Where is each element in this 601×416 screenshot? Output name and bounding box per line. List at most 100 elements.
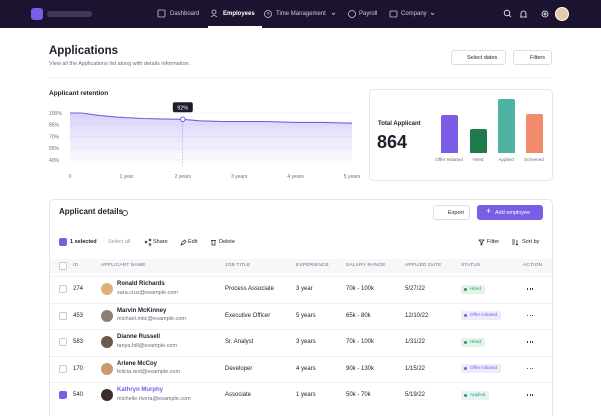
select-all[interactable]: Select all — [108, 239, 131, 245]
row-id: 170 — [73, 365, 84, 372]
applicant-name[interactable]: Marvin McKinney — [117, 307, 167, 314]
salary-range: 70k - 100k — [346, 286, 375, 292]
column-header: ACTION — [523, 263, 543, 268]
filter-action[interactable]: Filter — [487, 239, 500, 245]
summary-title: Total Applicant — [378, 121, 421, 127]
action-button[interactable] — [524, 390, 537, 400]
row-divider — [50, 382, 552, 383]
row-divider — [50, 355, 552, 357]
action-dot — [529, 314, 531, 317]
applied-date: 1/15/22 — [405, 365, 426, 372]
status-text: Hired — [470, 338, 481, 344]
status-pill: Applied — [461, 390, 490, 400]
action-dot — [529, 367, 531, 370]
applicant-name[interactable]: Dianne Russell — [117, 334, 161, 340]
column-header: EXPERIENCE — [296, 263, 329, 268]
applicant-email: sara.cruz@example.com — [117, 289, 178, 296]
applicant-name[interactable]: Kathryn Murphy — [117, 387, 164, 393]
applicant-name[interactable]: Ronald Richards — [117, 281, 165, 287]
applied-date: 5/19/22 — [405, 392, 426, 398]
applicant-email: tanya.hill@example.com — [117, 342, 177, 349]
salary-range: 70k - 100k — [346, 339, 375, 345]
job-title: Process Associate — [225, 286, 275, 292]
logo[interactable] — [31, 8, 43, 20]
action-button[interactable] — [524, 284, 537, 294]
row-divider — [50, 302, 552, 304]
nav-item[interactable]: Time Management — [276, 11, 326, 17]
sort-action[interactable]: Sort by — [522, 239, 540, 245]
job-title: Associate — [225, 392, 252, 398]
toolbar-checkbox[interactable] — [59, 238, 67, 246]
avatar — [101, 309, 113, 322]
bar — [440, 114, 458, 153]
y-tick-label: 70% — [49, 134, 60, 140]
action-button[interactable] — [524, 311, 537, 321]
tooltip-box — [172, 102, 193, 113]
nav-item[interactable]: Dashboard — [170, 11, 200, 17]
bar — [497, 99, 515, 153]
delete-action[interactable]: Delete — [219, 239, 235, 245]
action-dot — [529, 288, 531, 290]
column-header[interactable]: ID — [73, 263, 79, 268]
status-text: Applied — [470, 391, 486, 397]
bar-label: Applied — [498, 157, 514, 162]
experience: 3 years — [296, 339, 316, 345]
status-dot — [464, 287, 467, 291]
row-checkbox[interactable] — [59, 285, 67, 293]
action-button[interactable] — [524, 337, 537, 347]
salary-range: 90k - 130k — [346, 365, 375, 372]
x-tick-label: 5 years — [344, 174, 361, 180]
row-id: 540 — [73, 392, 84, 398]
applied-date: 1/31/22 — [405, 339, 426, 345]
column-header: SALARY RANGE — [346, 263, 386, 268]
row-checkbox[interactable] — [59, 311, 67, 320]
filters-button[interactable]: Filters — [513, 50, 552, 65]
export-button[interactable]: Export — [433, 205, 470, 220]
column-header: JOB TITLE — [225, 263, 251, 268]
active-indicator — [208, 26, 262, 28]
status-dot — [464, 340, 467, 344]
table-header-bg — [50, 259, 552, 273]
edit-action[interactable]: Edit — [188, 239, 198, 245]
status-pill: Hired — [461, 337, 485, 347]
y-tick-label: 100% — [49, 111, 62, 117]
column-header[interactable]: APPLICANT NAME — [101, 263, 146, 268]
experience: 3 year — [296, 286, 313, 292]
salary-range: 65k - 80k — [346, 312, 371, 319]
row-checkbox[interactable] — [59, 338, 67, 346]
nav-item[interactable]: Company — [401, 11, 427, 17]
action-dot — [527, 367, 529, 370]
header-checkbox[interactable] — [59, 262, 67, 270]
nav-icons — [157, 9, 549, 18]
experience: 4 years — [296, 365, 316, 372]
share-action[interactable]: Share — [153, 239, 168, 245]
page-title: Applications — [49, 45, 119, 57]
action-dot — [529, 341, 531, 343]
nav-item[interactable]: Payroll — [359, 11, 378, 17]
add-employee-button[interactable]: Add employee — [477, 205, 543, 220]
x-tick-label: 4 years — [287, 174, 304, 180]
action-button[interactable] — [524, 364, 537, 374]
y-tick-label: 40% — [49, 158, 60, 164]
action-dot — [527, 341, 529, 343]
experience: 1 years — [296, 392, 316, 398]
applicant-name[interactable]: Arlene McCoy — [117, 360, 158, 367]
bar — [525, 114, 543, 153]
nav-item-active[interactable]: Employees — [223, 11, 255, 17]
bar-label: Offer Initiated — [435, 157, 463, 162]
job-title: Developer — [225, 365, 253, 372]
status-text: Hired — [470, 285, 481, 291]
job-title: Sr. Analyst — [225, 339, 254, 345]
row-checkbox[interactable] — [59, 364, 67, 373]
applied-date: 12/10/22 — [405, 312, 429, 319]
user-avatar[interactable] — [555, 7, 569, 21]
status-pill: Offer initiated — [461, 364, 502, 373]
action-dot — [527, 394, 529, 396]
avatar — [101, 389, 113, 401]
applied-date: 5/27/22 — [405, 286, 426, 292]
page-subtitle: View all the Applications list along wit… — [49, 61, 191, 67]
row-checkbox[interactable] — [59, 391, 67, 403]
status-dot — [464, 393, 467, 397]
select-dates-button[interactable]: Select dates — [451, 50, 506, 65]
